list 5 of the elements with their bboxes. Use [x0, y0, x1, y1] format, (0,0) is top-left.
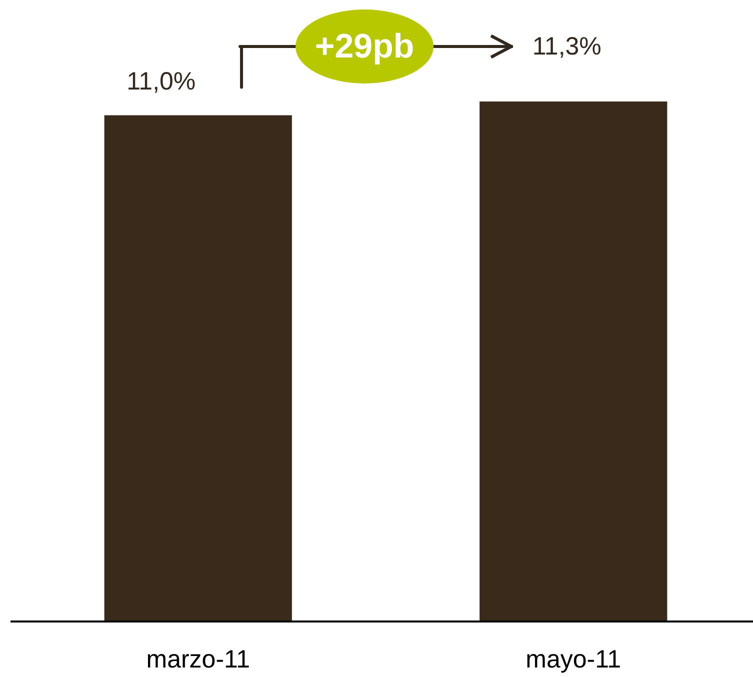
text: +29pb — [314, 28, 414, 66]
x-tick-label: marzo-11 — [146, 646, 250, 674]
data-label: 11,0% — [126, 67, 196, 96]
x-tick-label: mayo-11 — [526, 646, 622, 674]
data-label: 11,3% — [532, 32, 602, 60]
